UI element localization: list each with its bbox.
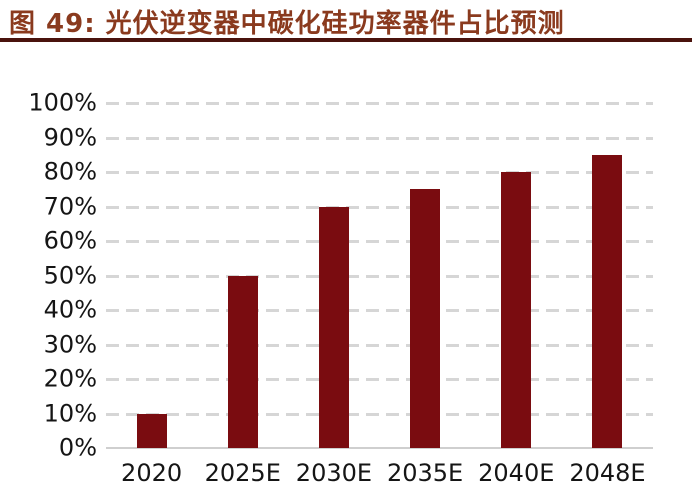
- gridline: [106, 136, 653, 140]
- y-tick-label: 60%: [43, 226, 97, 255]
- bar-2030E: [318, 206, 349, 448]
- gridline: [106, 102, 653, 105]
- figure-number-label: 图 49:: [9, 9, 96, 39]
- bar-2040E: [501, 172, 532, 448]
- bar-column: [197, 103, 288, 448]
- gridline: [106, 412, 653, 416]
- bar-group: [106, 103, 653, 448]
- x-tick-label: 2030E: [295, 459, 373, 487]
- gridline: [106, 274, 653, 278]
- x-axis-line: [106, 447, 653, 449]
- y-tick-label: 20%: [43, 364, 97, 393]
- plot-area: [106, 102, 653, 449]
- y-tick-label: 30%: [43, 330, 97, 359]
- gridline: [106, 343, 653, 347]
- y-tick-label: 10%: [43, 399, 97, 428]
- gridline: [106, 240, 653, 243]
- y-tick-label: 40%: [43, 295, 97, 324]
- gridline: [106, 378, 653, 381]
- bar-column: [471, 103, 562, 448]
- x-axis-labels: 2020 2025E 2030E 2035E 2040E 2048E: [106, 459, 653, 487]
- bar-2025E: [227, 275, 258, 448]
- bar-column: [562, 103, 653, 448]
- y-axis-labels: 100% 90% 80% 70% 60% 50% 40% 30% 20% 10% 0%: [0, 91, 97, 460]
- bar-2048E: [592, 154, 623, 448]
- bar-2035E: [410, 189, 441, 448]
- y-tick-label: 0%: [58, 433, 97, 462]
- x-tick-label: 2020: [121, 459, 183, 487]
- gridline: [106, 171, 653, 174]
- x-tick-label: 2048E: [569, 459, 646, 487]
- y-tick-label: 70%: [43, 192, 97, 221]
- bar-column: [380, 103, 471, 448]
- y-tick-label: 100%: [28, 88, 97, 117]
- x-tick-label: 2035E: [386, 459, 464, 487]
- figure-title: 图 49: 光伏逆变器中碳化硅功率器件占比预测: [9, 3, 565, 40]
- bar-2020: [136, 413, 167, 448]
- x-tick-label: 2040E: [478, 459, 555, 487]
- x-tick-label: 2025E: [204, 459, 281, 487]
- y-tick-label: 50%: [43, 261, 97, 290]
- bar-column: [288, 103, 379, 448]
- page-title: 光伏逆变器中碳化硅功率器件占比预测: [105, 9, 565, 39]
- gridline: [106, 205, 653, 209]
- y-tick-label: 80%: [43, 157, 97, 186]
- gridline: [106, 309, 653, 312]
- bar-column: [106, 103, 197, 448]
- y-tick-label: 90%: [43, 123, 97, 152]
- title-divider-rule: [0, 38, 692, 42]
